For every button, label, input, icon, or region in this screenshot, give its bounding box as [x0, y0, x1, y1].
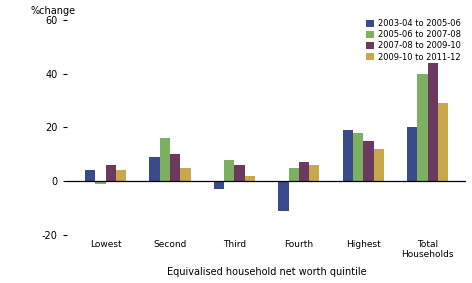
Bar	[407, 127, 417, 181]
Bar	[244, 176, 255, 181]
Bar	[373, 149, 384, 181]
Bar	[309, 165, 320, 181]
Bar	[235, 165, 244, 181]
Bar	[353, 133, 363, 181]
Bar	[224, 160, 235, 181]
Bar	[180, 168, 191, 181]
Bar	[428, 63, 438, 181]
Bar	[214, 181, 224, 189]
X-axis label: Equivalised household net worth quintile: Equivalised household net worth quintile	[167, 267, 366, 277]
Bar	[160, 138, 170, 181]
Legend: 2003-04 to 2005-06, 2005-06 to 2007-08, 2007-08 to 2009-10, 2009-10 to 2011-12: 2003-04 to 2005-06, 2005-06 to 2007-08, …	[364, 18, 462, 63]
Bar	[95, 181, 106, 184]
Bar	[438, 103, 448, 181]
Bar	[85, 170, 95, 181]
Bar	[343, 130, 353, 181]
Bar	[170, 154, 180, 181]
Bar	[106, 165, 116, 181]
Bar	[149, 157, 160, 181]
Text: %change: %change	[31, 6, 76, 16]
Bar	[299, 162, 309, 181]
Bar	[278, 181, 288, 211]
Bar	[417, 74, 428, 181]
Bar	[116, 170, 126, 181]
Bar	[288, 168, 299, 181]
Bar	[363, 141, 373, 181]
